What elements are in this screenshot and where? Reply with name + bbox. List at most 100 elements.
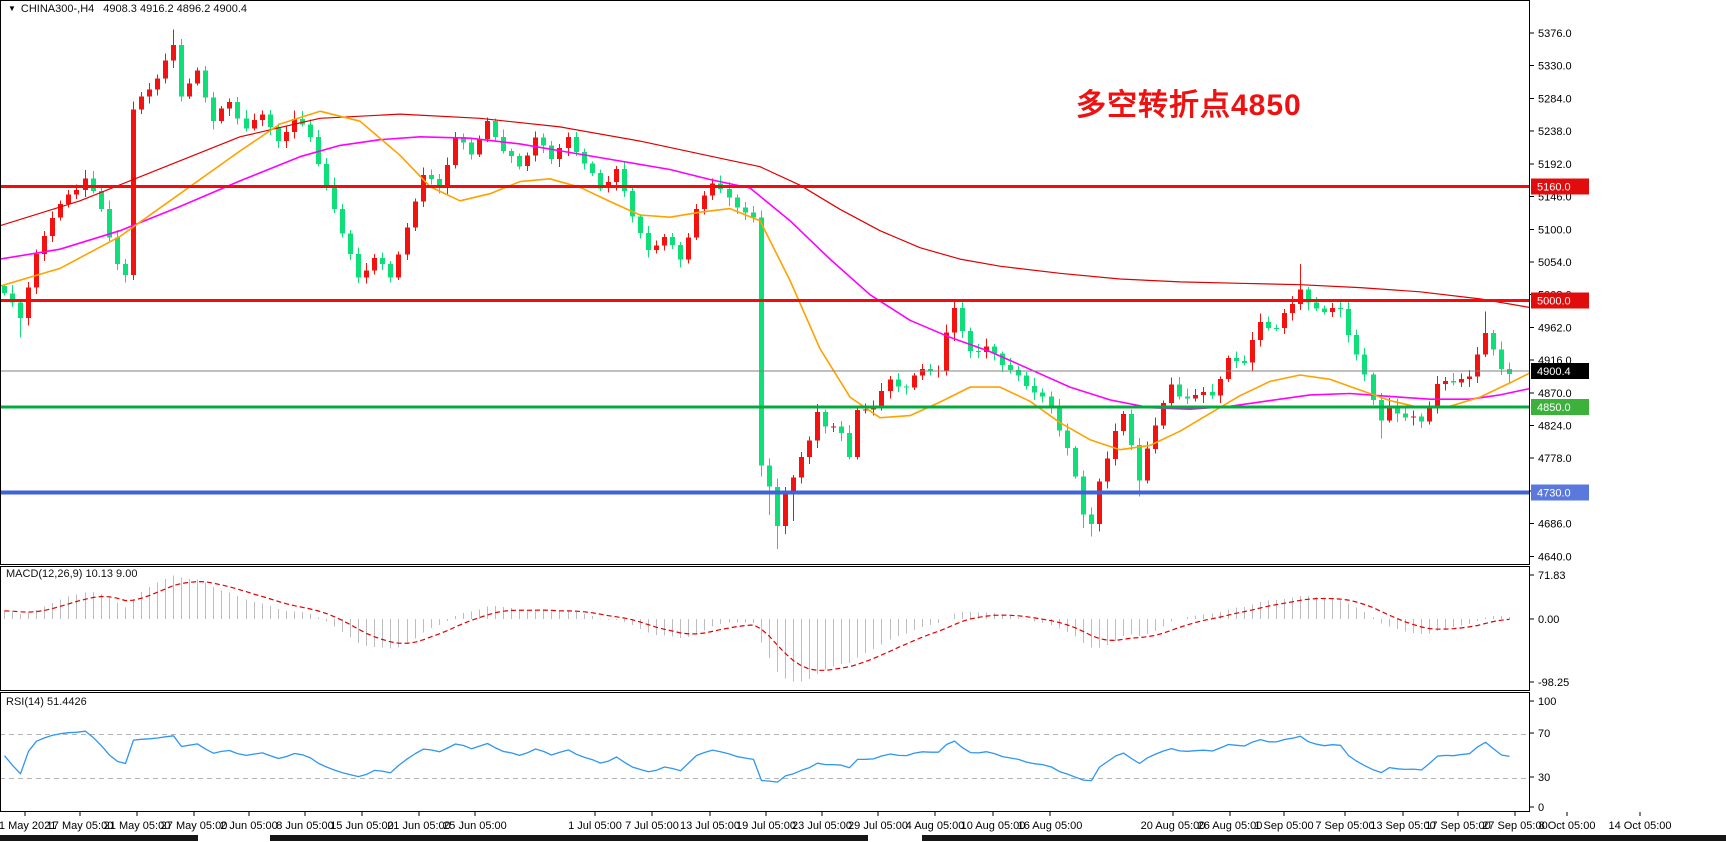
candle-body — [445, 165, 450, 187]
horizontal-scrollbar[interactable] — [0, 835, 198, 841]
candle-body — [888, 379, 893, 391]
rsi-panel-border — [0, 692, 1530, 812]
date-tick-label: 1 Jul 05:00 — [568, 820, 622, 832]
candle-body — [1065, 430, 1070, 449]
candle-body — [493, 120, 498, 137]
candle-body — [944, 332, 949, 371]
rsi-tick-label: 100 — [1538, 696, 1556, 708]
horizontal-scrollbar[interactable] — [922, 835, 1726, 841]
date-tick-label: 15 Jun 05:00 — [330, 820, 394, 832]
candle-body — [1169, 384, 1174, 404]
candle-body — [461, 137, 466, 143]
candle-body — [702, 195, 707, 210]
horizontal-scrollbar[interactable] — [270, 835, 868, 841]
candle-body — [1073, 448, 1078, 477]
candle-body — [646, 232, 651, 251]
candle-body — [348, 233, 353, 255]
candle-body — [10, 293, 15, 303]
candle-body — [566, 137, 571, 149]
candle-body — [1081, 476, 1086, 515]
candle-body — [1057, 406, 1062, 431]
candle-body — [678, 244, 683, 260]
price-axis[interactable]: 4640.04686.04732.04778.04824.04870.04916… — [1530, 28, 1589, 814]
candle-body — [388, 264, 393, 278]
candle-body — [928, 369, 933, 371]
candle-body — [115, 237, 120, 265]
date-tick-label: 25 Jun 05:00 — [443, 820, 507, 832]
candle-body — [1371, 374, 1376, 400]
price-badge-5000-label: 5000.0 — [1537, 295, 1571, 307]
candle-body — [662, 236, 667, 246]
date-tick-label: 11 May 2021 — [0, 820, 56, 832]
candle-body — [1322, 308, 1327, 313]
candle-body — [759, 217, 764, 466]
price-badge-5160-label: 5160.0 — [1537, 182, 1571, 194]
price-badge-5160 — [1531, 178, 1589, 195]
macd-panel[interactable] — [4, 575, 1510, 682]
candle-body — [1105, 458, 1110, 482]
price-badge-4730 — [1531, 484, 1589, 501]
price-tick-label: 5330.0 — [1538, 61, 1572, 73]
candle-body — [453, 137, 458, 165]
candle-body — [235, 101, 240, 119]
candle-body — [139, 96, 144, 110]
candle-body — [775, 486, 780, 526]
candle-body — [863, 409, 868, 411]
candle-body — [517, 156, 522, 167]
candle-body — [1218, 378, 1223, 396]
candle-body — [686, 237, 691, 260]
candle-body — [405, 227, 410, 255]
rsi-tick-label: 30 — [1538, 772, 1550, 784]
candle-body — [308, 124, 313, 137]
candle-body — [1403, 413, 1408, 418]
candle-body — [260, 114, 265, 121]
candle-body — [252, 120, 257, 129]
candle-body — [58, 203, 63, 218]
date-tick-label: 7 Sep 05:00 — [1315, 820, 1374, 832]
candle-body — [99, 190, 104, 209]
rsi-panel[interactable] — [0, 730, 1530, 783]
candle-body — [638, 216, 643, 233]
candle-body — [1049, 396, 1054, 407]
date-tick-label: 17 Sep 05:00 — [1425, 820, 1490, 832]
candle-body — [1306, 289, 1311, 303]
candle-body — [155, 78, 160, 90]
candle-body — [1435, 384, 1440, 406]
candle-body — [992, 346, 997, 354]
date-tick-label: 8 Oct 05:00 — [1539, 820, 1596, 832]
moving-averages-layer — [0, 110, 1531, 451]
candle-body — [1226, 358, 1231, 379]
candle-body — [477, 138, 482, 155]
candle-body — [1362, 354, 1367, 375]
candle-body — [1354, 334, 1359, 355]
candle-body — [1395, 405, 1400, 414]
candle-body — [654, 245, 659, 251]
date-tick-label: 16 Aug 05:00 — [1018, 820, 1083, 832]
date-tick-label: 10 Aug 05:00 — [961, 820, 1026, 832]
candle-body — [1491, 332, 1496, 350]
candle-body — [920, 369, 925, 376]
candle-body — [1234, 358, 1239, 361]
price-tick-label: 4824.0 — [1538, 421, 1572, 433]
candle-body — [1193, 395, 1198, 399]
candle-body — [211, 97, 216, 122]
ma-mid-line — [0, 136, 1531, 410]
candle-body — [1475, 354, 1480, 377]
date-tick-label: 21 May 05:00 — [104, 820, 171, 832]
candle-body — [123, 264, 128, 275]
candle-body — [614, 169, 619, 183]
candle-body — [976, 351, 981, 353]
horizontal-lines-layer[interactable] — [0, 185, 1530, 495]
price-badge-4850 — [1531, 399, 1589, 415]
candle-body — [1177, 384, 1182, 397]
macd-panel-border — [0, 566, 1530, 691]
candle-body — [469, 142, 474, 155]
candle-body — [244, 118, 249, 129]
candle-body — [1282, 313, 1287, 329]
macd-tick-label: 71.83 — [1538, 570, 1566, 582]
candle-body — [735, 197, 740, 208]
candle-body — [590, 163, 595, 174]
candle-body — [219, 108, 224, 122]
